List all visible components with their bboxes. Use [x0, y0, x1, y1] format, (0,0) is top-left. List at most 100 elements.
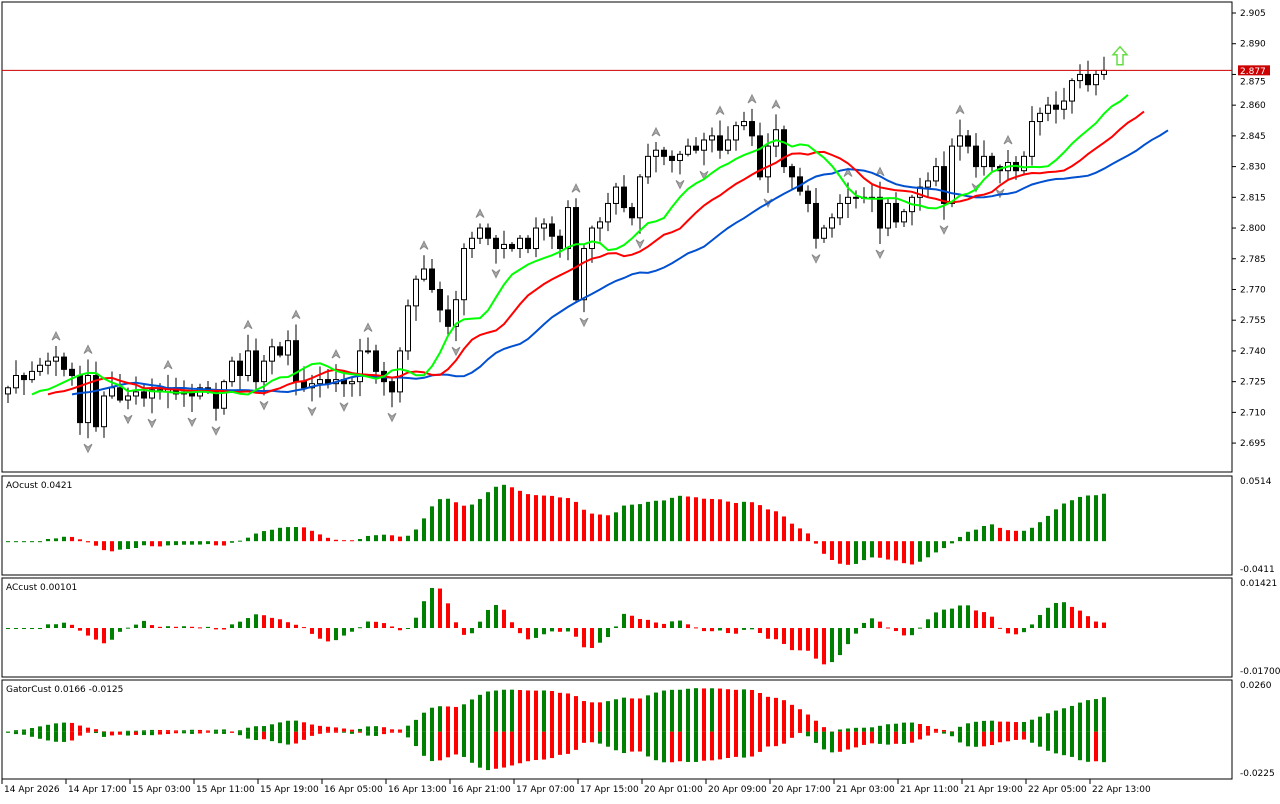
bear-candle[interactable] — [293, 340, 299, 383]
gator-panel[interactable] — [6, 688, 1106, 771]
bull-candle[interactable] — [109, 387, 115, 397]
bull-candle[interactable] — [1037, 112, 1043, 123]
bull-candle[interactable] — [981, 155, 987, 168]
bull-candle[interactable] — [1045, 104, 1051, 114]
bear-candle[interactable] — [893, 202, 899, 223]
bear-candle[interactable] — [301, 381, 307, 389]
bull-candle[interactable] — [453, 299, 459, 327]
bear-candle[interactable] — [509, 243, 515, 250]
bull-candle[interactable] — [421, 268, 427, 280]
bull-candle[interactable] — [517, 237, 523, 250]
bear-candle[interactable] — [781, 129, 787, 168]
bear-candle[interactable] — [93, 374, 99, 428]
bear-candle[interactable] — [629, 207, 635, 219]
bear-candle[interactable] — [525, 237, 531, 250]
bear-candle[interactable] — [373, 350, 379, 372]
price-panel[interactable] — [2, 45, 1232, 454]
ac-panel[interactable] — [6, 588, 1106, 665]
bear-candle[interactable] — [805, 190, 811, 204]
bull-candle[interactable] — [645, 155, 651, 178]
bull-candle[interactable] — [317, 379, 323, 385]
bull-candle[interactable] — [397, 350, 403, 393]
bull-candle[interactable] — [917, 186, 923, 198]
bear-candle[interactable] — [1053, 104, 1059, 110]
bear-candle[interactable] — [789, 166, 795, 178]
bear-candle[interactable] — [549, 223, 555, 237]
bull-candle[interactable] — [605, 202, 611, 223]
bull-candle[interactable] — [613, 186, 619, 204]
bear-candle[interactable] — [429, 268, 435, 290]
bull-candle[interactable] — [85, 374, 91, 424]
bull-candle[interactable] — [1069, 80, 1075, 102]
bull-candle[interactable] — [1021, 155, 1027, 172]
bull-candle[interactable] — [677, 153, 683, 161]
bull-candle[interactable] — [925, 180, 931, 188]
bull-candle[interactable] — [261, 360, 267, 383]
bull-candle[interactable] — [29, 370, 35, 381]
bear-candle[interactable] — [717, 135, 723, 151]
bull-candle[interactable] — [581, 248, 587, 301]
bear-candle[interactable] — [485, 227, 491, 239]
bear-candle[interactable] — [141, 391, 147, 399]
bear-candle[interactable] — [277, 346, 283, 356]
bull-candle[interactable] — [653, 149, 659, 157]
bear-candle[interactable] — [69, 368, 75, 376]
bull-candle[interactable] — [269, 346, 275, 362]
bull-candle[interactable] — [885, 202, 891, 229]
bear-candle[interactable] — [989, 155, 995, 168]
bear-candle[interactable] — [493, 237, 499, 250]
bull-candle[interactable] — [101, 395, 107, 428]
bear-candle[interactable] — [749, 121, 755, 137]
bear-candle[interactable] — [669, 155, 675, 161]
bear-candle[interactable] — [21, 374, 27, 381]
bear-candle[interactable] — [61, 356, 67, 370]
bear-candle[interactable] — [389, 381, 395, 393]
bear-candle[interactable] — [117, 387, 123, 401]
bull-candle[interactable] — [245, 350, 251, 376]
bull-candle[interactable] — [405, 305, 411, 352]
bull-candle[interactable] — [837, 202, 843, 219]
bear-candle[interactable] — [621, 186, 627, 209]
bull-candle[interactable] — [533, 227, 539, 250]
bull-candle[interactable] — [597, 221, 603, 229]
bull-candle[interactable] — [149, 389, 155, 399]
bear-candle[interactable] — [237, 360, 243, 376]
bear-candle[interactable] — [973, 145, 979, 168]
bear-candle[interactable] — [213, 391, 219, 409]
bull-candle[interactable] — [933, 166, 939, 182]
bull-candle[interactable] — [357, 350, 363, 383]
bull-candle[interactable] — [413, 278, 419, 307]
bull-candle[interactable] — [725, 139, 731, 151]
bear-candle[interactable] — [813, 202, 819, 239]
bull-candle[interactable] — [349, 381, 355, 385]
bull-candle[interactable] — [469, 237, 475, 250]
bear-candle[interactable] — [693, 145, 699, 151]
bear-candle[interactable] — [1085, 73, 1091, 86]
bull-candle[interactable] — [765, 145, 771, 178]
bear-candle[interactable] — [437, 288, 443, 311]
bull-candle[interactable] — [501, 243, 507, 250]
bear-candle[interactable] — [557, 235, 563, 250]
bull-candle[interactable] — [685, 145, 691, 155]
bull-candle[interactable] — [285, 340, 291, 356]
bull-candle[interactable] — [901, 211, 907, 223]
bear-candle[interactable] — [941, 166, 947, 204]
bull-candle[interactable] — [133, 391, 139, 397]
bull-candle[interactable] — [1061, 100, 1067, 110]
bear-candle[interactable] — [965, 135, 971, 147]
bull-candle[interactable] — [461, 248, 467, 301]
bull-candle[interactable] — [125, 395, 131, 401]
ao-panel[interactable] — [6, 484, 1106, 565]
bull-candle[interactable] — [5, 387, 11, 395]
bear-candle[interactable] — [757, 135, 763, 178]
bear-candle[interactable] — [445, 309, 451, 327]
bull-candle[interactable] — [701, 139, 707, 151]
bull-candle[interactable] — [821, 227, 827, 239]
bull-candle[interactable] — [733, 125, 739, 141]
bear-candle[interactable] — [661, 149, 667, 157]
bull-candle[interactable] — [1029, 121, 1035, 157]
bull-candle[interactable] — [1093, 73, 1099, 86]
bull-candle[interactable] — [229, 360, 235, 383]
bull-candle[interactable] — [949, 145, 955, 204]
